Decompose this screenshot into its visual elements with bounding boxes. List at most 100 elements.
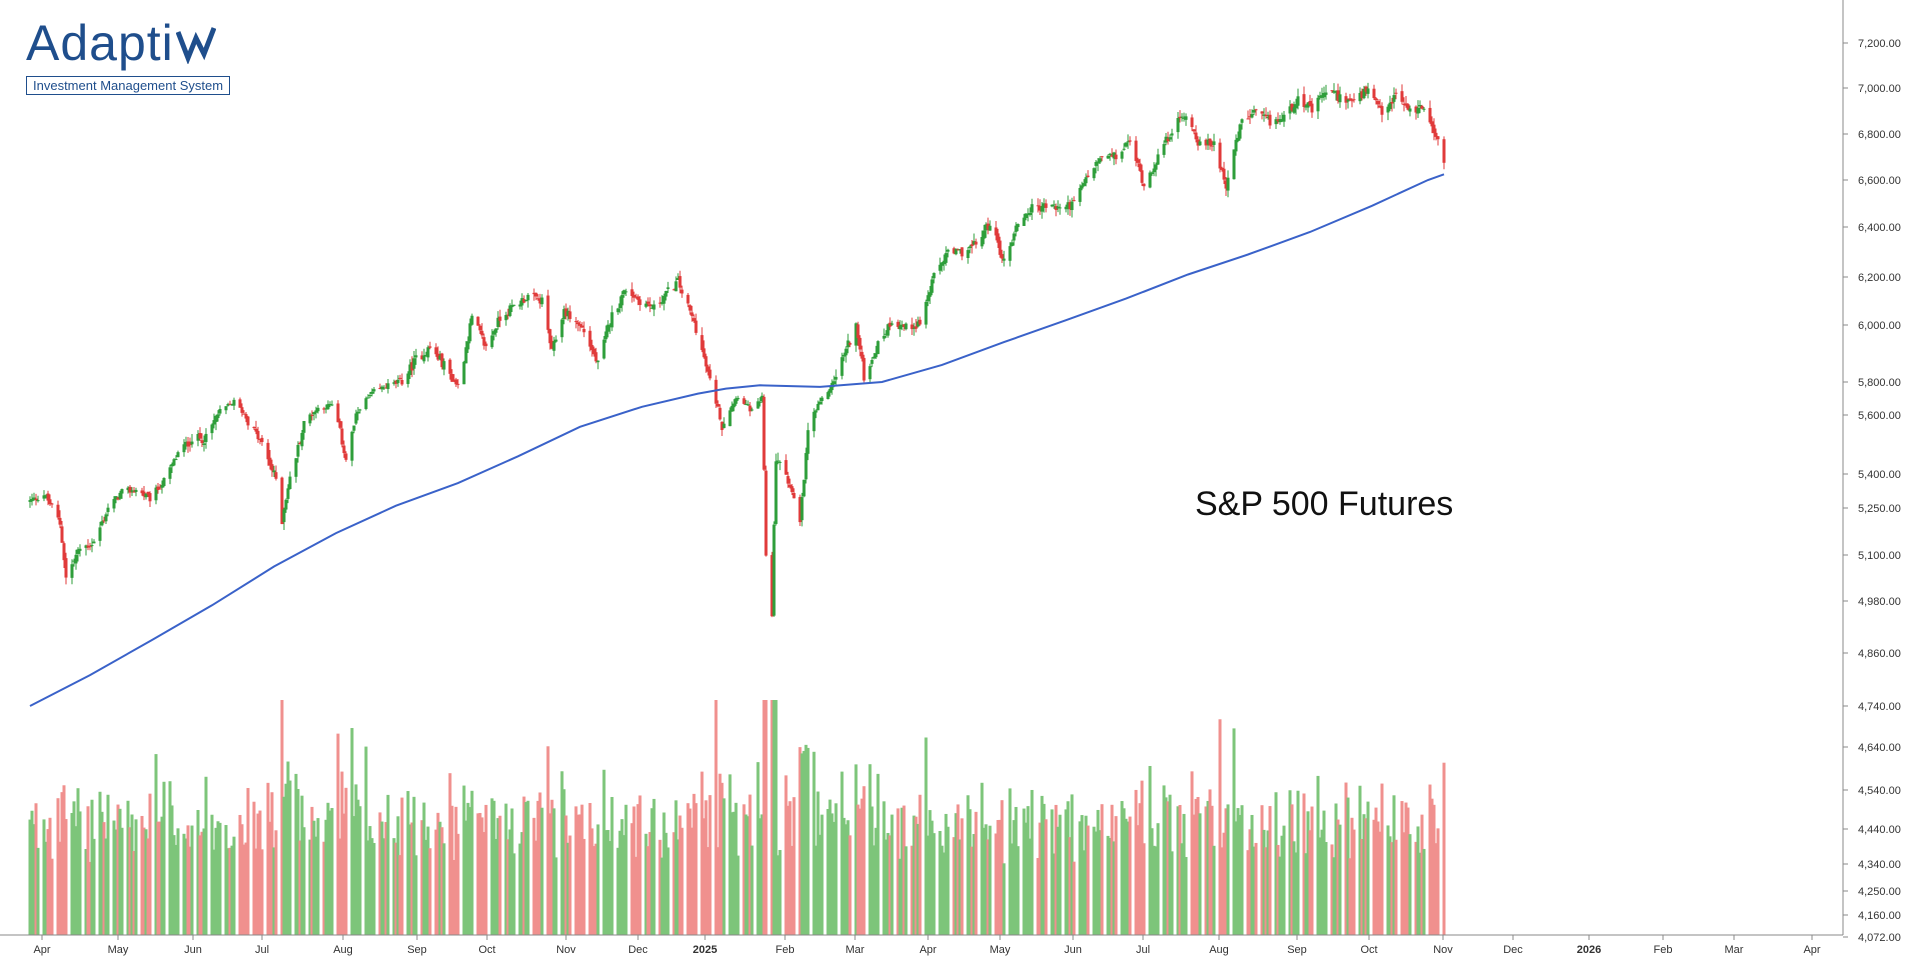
volume-bar — [1068, 837, 1072, 935]
volume-bar — [664, 832, 668, 935]
volume-bar — [578, 814, 582, 935]
candle-body — [630, 289, 634, 297]
volume-bar — [434, 829, 438, 935]
candle-body — [378, 387, 382, 389]
volume-bar — [1252, 846, 1256, 935]
volume-bar — [890, 814, 894, 935]
volume-bar — [834, 803, 838, 935]
volume-bar — [1332, 857, 1336, 935]
volume-bar — [1220, 847, 1224, 935]
candle-body — [204, 433, 208, 443]
volume-bar — [126, 800, 130, 935]
candle-body — [554, 339, 558, 342]
volume-bar — [504, 803, 508, 935]
volume-bar — [582, 838, 586, 935]
volume-bar — [912, 815, 916, 935]
volume-bar — [918, 794, 922, 935]
volume-bar — [464, 820, 468, 935]
candle-body — [576, 322, 580, 325]
candle-body — [1058, 207, 1062, 209]
candle-body — [308, 414, 312, 424]
volume-bar — [974, 811, 978, 935]
candle-body — [148, 493, 152, 502]
volume-bar — [594, 843, 598, 935]
candle-body — [1376, 101, 1380, 105]
volume-bar — [842, 817, 846, 935]
candle-body — [368, 395, 372, 397]
candle-body — [592, 348, 596, 355]
price-tick-label: 4,250.00 — [1858, 886, 1901, 898]
volume-bar — [942, 852, 946, 935]
volume-bar — [288, 780, 292, 935]
volume-bar — [286, 761, 290, 935]
candle-body — [1262, 114, 1266, 116]
volume-bar — [32, 824, 36, 935]
volume-bar — [840, 771, 844, 935]
volume-bar — [48, 817, 52, 935]
candle-body — [340, 428, 344, 445]
volume-bar — [666, 847, 670, 935]
candle-body — [172, 459, 176, 466]
candle-body — [1092, 168, 1096, 179]
volume-bar — [1346, 797, 1350, 935]
candle-body — [272, 470, 276, 473]
volume-bar — [424, 839, 428, 935]
volume-bar — [1352, 829, 1356, 935]
volume-bar — [134, 819, 138, 935]
candle-body — [44, 495, 48, 497]
candle-body — [606, 324, 610, 332]
candle-body — [662, 295, 666, 304]
volume-bar — [862, 786, 866, 935]
candle-body — [620, 295, 624, 306]
candle-body — [1224, 180, 1228, 189]
volume-bar — [574, 806, 578, 935]
candle-body — [566, 310, 570, 316]
candle-body — [984, 224, 988, 231]
candle-body — [428, 346, 432, 348]
volume-bar — [1086, 825, 1090, 935]
volume-bar — [662, 812, 666, 935]
candle-body — [1394, 92, 1398, 94]
volume-bar — [680, 827, 684, 935]
volume-bar — [336, 733, 340, 935]
volume-bar — [378, 812, 382, 935]
candle-body — [826, 392, 830, 400]
volume-bar — [394, 842, 398, 935]
candle-body — [156, 486, 160, 490]
candle-body — [1108, 153, 1112, 155]
candle-body — [1182, 117, 1186, 119]
candle-body — [384, 387, 388, 389]
volume-bar — [1128, 816, 1132, 935]
volume-bar — [1422, 848, 1426, 935]
volume-bar — [592, 846, 596, 935]
candle-body — [910, 324, 914, 330]
volume-bar — [1122, 808, 1126, 935]
month-tick-label: 2025 — [693, 944, 717, 956]
volume-bar — [1222, 832, 1226, 935]
candle-body — [468, 323, 472, 342]
volume-bar — [868, 764, 872, 935]
volume-bar — [414, 855, 418, 935]
candle-body — [326, 404, 330, 410]
volume-bar — [610, 796, 614, 935]
volume-bar — [1142, 843, 1146, 935]
candle-body — [60, 526, 64, 543]
candle-body — [1278, 119, 1282, 123]
candlesticks — [28, 82, 1446, 618]
candle-body — [1106, 155, 1110, 159]
candle-body — [302, 420, 306, 433]
volume-bar — [1236, 808, 1240, 935]
volume-bar — [202, 828, 206, 935]
candle-body — [1166, 138, 1170, 142]
volume-bar — [442, 843, 446, 935]
volume-bar — [1308, 830, 1312, 935]
candle-body — [690, 312, 694, 316]
candle-body — [834, 376, 838, 380]
candle-body — [106, 507, 110, 513]
volume-bar — [484, 804, 488, 935]
candle-body — [524, 299, 528, 302]
candle-body — [1000, 254, 1004, 259]
candle-body — [1360, 91, 1364, 99]
volume-bar — [672, 832, 676, 935]
candle-body — [730, 405, 734, 412]
